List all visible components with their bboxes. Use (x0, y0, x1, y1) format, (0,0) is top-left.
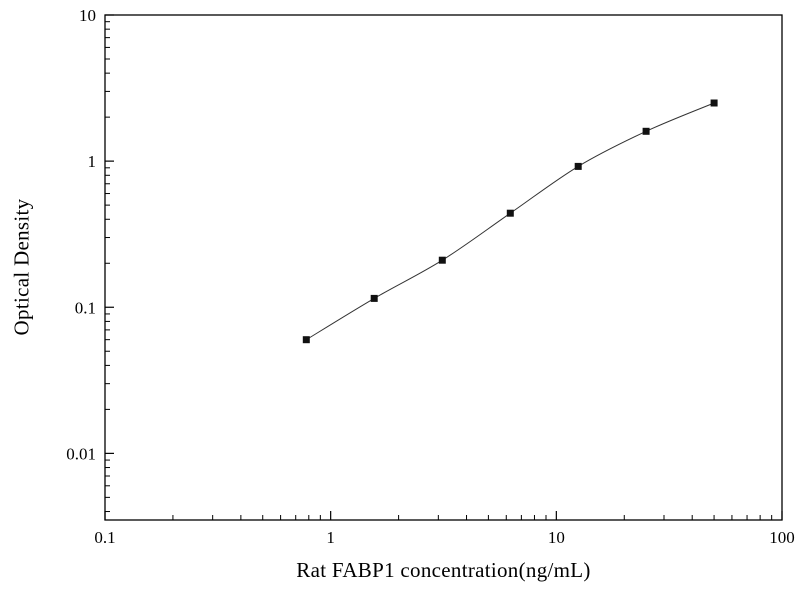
svg-text:0.1: 0.1 (94, 528, 115, 547)
plot-frame (104, 14, 783, 521)
svg-text:10: 10 (79, 6, 96, 25)
svg-text:100: 100 (769, 528, 795, 547)
svg-text:1: 1 (326, 528, 335, 547)
standard-curve-line (306, 102, 715, 341)
svg-text:10: 10 (548, 528, 565, 547)
y-axis-ticks: 0.01 0.1 1 10 (66, 6, 114, 513)
data-point-markers (302, 99, 718, 344)
svg-text:0.1: 0.1 (75, 298, 96, 317)
y-axis-title: Optical Density (9, 198, 34, 336)
x-axis-ticks: 0.1 1 10 100 (94, 511, 795, 547)
svg-text:0.01: 0.01 (66, 444, 96, 463)
x-axis-title: Rat FABP1 concentration(ng/mL) (296, 558, 591, 582)
svg-text:1: 1 (88, 152, 97, 171)
